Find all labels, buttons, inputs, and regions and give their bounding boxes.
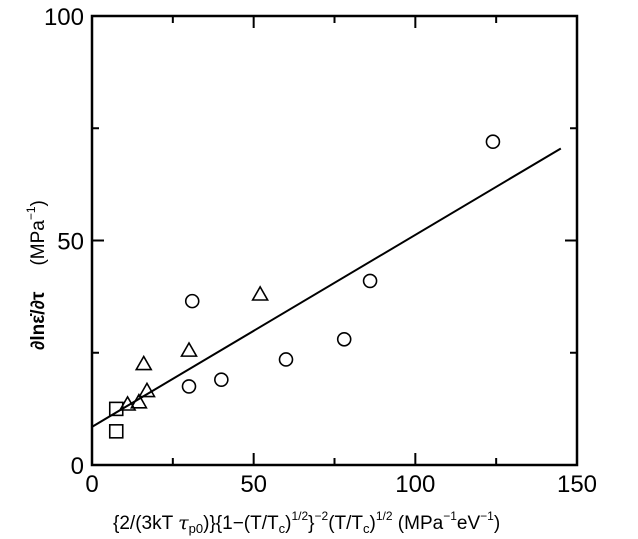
square-point — [108, 401, 124, 417]
plot-frame-group — [90, 14, 579, 467]
y-tick-label: 0 — [71, 453, 84, 480]
circle-point — [184, 293, 200, 309]
square-point — [108, 424, 124, 439]
x-axis-label: {2/(3kT τp0)}{1−(T/Tc)1/2}−2(T/Tc)1/2 (M… — [113, 509, 500, 536]
data-points — [108, 134, 501, 439]
y-tick-label: 50 — [57, 229, 84, 256]
circle-point — [336, 331, 352, 347]
x-tick-label: 100 — [395, 471, 435, 498]
x-tick-label: 150 — [557, 471, 597, 498]
axis-ticks — [91, 15, 578, 466]
fit-line-group — [91, 147, 562, 428]
fit-line — [91, 147, 562, 428]
plot-frame — [90, 14, 579, 467]
triangle-point — [138, 381, 156, 398]
triangle-point — [118, 395, 137, 411]
y-axis-label: ∂lnε̇/∂τ(MPa−1) — [24, 200, 49, 350]
circle-point — [214, 372, 229, 387]
triangle-point — [130, 393, 148, 409]
x-tick-label: 0 — [85, 471, 98, 498]
tick-labels: 0 50 100 150 0 50 100 — [44, 4, 597, 498]
y-tick-label: 100 — [44, 4, 84, 31]
triangle-point — [180, 341, 198, 357]
circle-point — [181, 379, 197, 394]
x-tick-label: 50 — [240, 471, 267, 498]
circle-point — [362, 273, 378, 289]
triangle-point — [251, 285, 270, 301]
triangle-point — [134, 354, 153, 371]
circle-point — [278, 352, 294, 367]
circle-point — [485, 134, 501, 150]
